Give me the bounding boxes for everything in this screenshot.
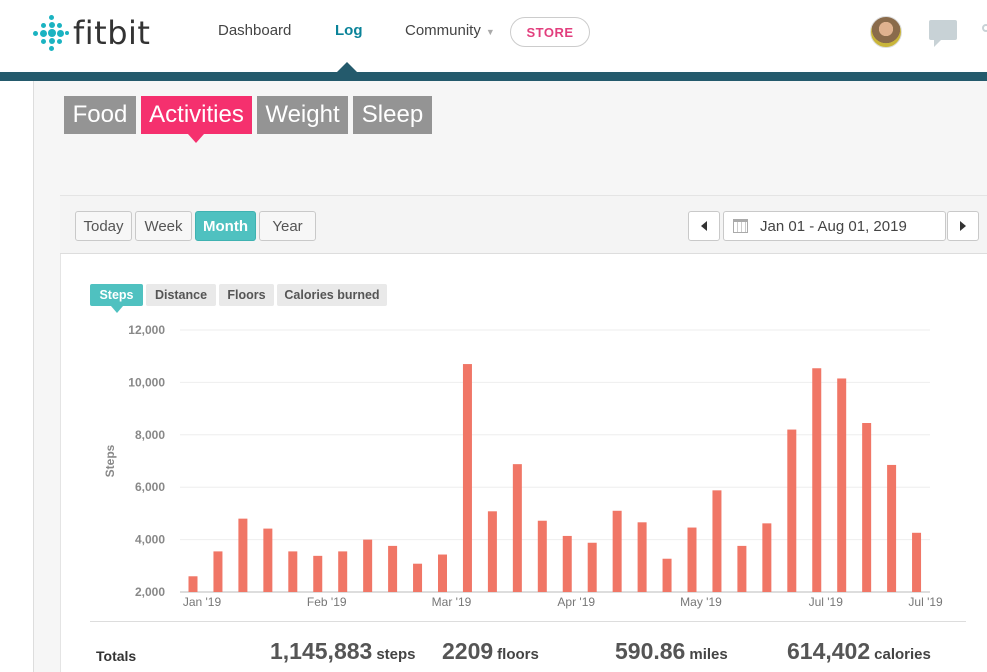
y-axis-label: Steps — [103, 444, 117, 477]
total-miles-value: 590.86 — [615, 638, 686, 664]
x-tick-label: May '19 — [680, 595, 722, 609]
fitbit-dots-icon — [33, 15, 69, 51]
week-button[interactable]: Week — [135, 211, 192, 241]
chevron-left-icon — [701, 221, 707, 231]
total-calories-unit: calories — [874, 646, 931, 663]
previous-range-button[interactable] — [688, 211, 720, 241]
date-range-field[interactable]: Jan 01 - Aug 01, 2019 — [723, 211, 946, 241]
totals-divider — [90, 621, 966, 622]
total-miles-unit: miles — [689, 646, 728, 663]
logo-text: fitbit — [73, 14, 151, 52]
metric-tab-distance[interactable]: Distance — [146, 284, 216, 306]
tab-activities[interactable]: Activities — [141, 96, 252, 134]
chart-bar[interactable] — [338, 551, 348, 592]
chart-bar[interactable] — [263, 528, 273, 592]
nav-log[interactable]: Log — [335, 22, 363, 39]
x-tick-label: Jul '19 — [809, 595, 844, 609]
chart-bar[interactable] — [662, 558, 672, 592]
tab-food[interactable]: Food — [64, 96, 136, 134]
chart-bar[interactable] — [438, 554, 447, 592]
left-divider — [33, 81, 34, 672]
chart-bar[interactable] — [213, 551, 223, 592]
chart-bar[interactable] — [462, 364, 472, 592]
total-calories-value: 614,402 — [787, 638, 871, 664]
active-nav-indicator — [337, 62, 357, 72]
chart-bar[interactable] — [562, 535, 572, 592]
calendar-icon — [733, 219, 748, 233]
chart-bar[interactable] — [812, 368, 822, 592]
chevron-down-icon: ▼ — [485, 27, 495, 37]
y-tick-label: 8,000 — [135, 428, 165, 442]
chart-bar[interactable] — [587, 542, 597, 592]
next-range-button[interactable] — [947, 211, 979, 241]
total-steps-value: 1,145,883 — [270, 638, 373, 664]
gear-icon[interactable] — [982, 24, 987, 32]
total-floors: 2209 floors — [442, 638, 539, 665]
total-steps-unit: steps — [376, 646, 416, 663]
chart-bar[interactable] — [313, 555, 323, 592]
active-metric-indicator — [111, 306, 123, 313]
year-button[interactable]: Year — [259, 211, 316, 241]
total-calories: 614,402 calories — [787, 638, 931, 665]
chart-bar[interactable] — [413, 563, 423, 592]
chart-bar[interactable] — [737, 545, 747, 592]
chart-bar[interactable] — [512, 464, 522, 592]
y-tick-label: 2,000 — [135, 585, 165, 599]
chat-icon[interactable] — [929, 20, 957, 47]
header-bar — [0, 72, 987, 81]
chart-bar[interactable] — [388, 545, 398, 592]
chevron-right-icon — [960, 221, 966, 231]
chart-bar[interactable] — [188, 576, 198, 592]
x-tick-label: Feb '19 — [307, 595, 347, 609]
activity-panel — [60, 195, 987, 672]
avatar[interactable] — [870, 16, 902, 48]
metric-tab-floors[interactable]: Floors — [219, 284, 274, 306]
chart-bar[interactable] — [612, 510, 622, 592]
x-tick-label: Jan '19 — [183, 595, 222, 609]
active-tab-indicator — [188, 134, 204, 143]
total-floors-value: 2209 — [442, 638, 494, 664]
chart-bar[interactable] — [687, 527, 697, 592]
y-tick-label: 4,000 — [135, 533, 165, 547]
totals-label: Totals — [96, 648, 137, 664]
store-button[interactable]: STORE — [510, 17, 590, 47]
tab-sleep[interactable]: Sleep — [353, 96, 432, 134]
y-tick-label: 12,000 — [128, 323, 165, 337]
today-button[interactable]: Today — [75, 211, 132, 241]
nav-community-label: Community — [405, 22, 481, 39]
chart-bar[interactable] — [238, 518, 248, 592]
chart-bar[interactable] — [637, 522, 647, 592]
x-tick-label: Jul '19 — [908, 595, 943, 609]
metric-tab-steps[interactable]: Steps — [90, 284, 143, 306]
chart-bar[interactable] — [487, 511, 497, 592]
chart-bar[interactable] — [363, 539, 373, 592]
chart-bar[interactable] — [712, 490, 722, 592]
nav-dashboard[interactable]: Dashboard — [218, 22, 292, 39]
chart-bar[interactable] — [787, 429, 797, 592]
chart-bar[interactable] — [862, 423, 872, 592]
date-range-text: Jan 01 - Aug 01, 2019 — [760, 217, 907, 235]
x-tick-label: Mar '19 — [432, 595, 472, 609]
fitbit-logo[interactable]: fitbit — [33, 14, 150, 52]
y-tick-label: 10,000 — [128, 375, 165, 389]
chart-bar[interactable] — [288, 551, 298, 592]
chart-bar[interactable] — [887, 464, 897, 592]
total-miles: 590.86 miles — [615, 638, 728, 665]
chart-bar[interactable] — [837, 378, 847, 592]
month-button[interactable]: Month — [195, 211, 256, 241]
total-steps: 1,145,883 steps — [270, 638, 416, 665]
tab-weight[interactable]: Weight — [257, 96, 348, 134]
top-header: fitbit Dashboard Log Community ▼ STORE — [0, 0, 987, 72]
total-floors-unit: floors — [497, 646, 539, 663]
nav-community[interactable]: Community ▼ — [405, 22, 495, 39]
chart-bar[interactable] — [912, 532, 922, 592]
chart-bar[interactable] — [537, 520, 547, 592]
y-tick-label: 6,000 — [135, 480, 165, 494]
chart-bar[interactable] — [762, 523, 772, 592]
x-tick-label: Apr '19 — [557, 595, 595, 609]
metric-tab-calories-burned[interactable]: Calories burned — [277, 284, 387, 306]
